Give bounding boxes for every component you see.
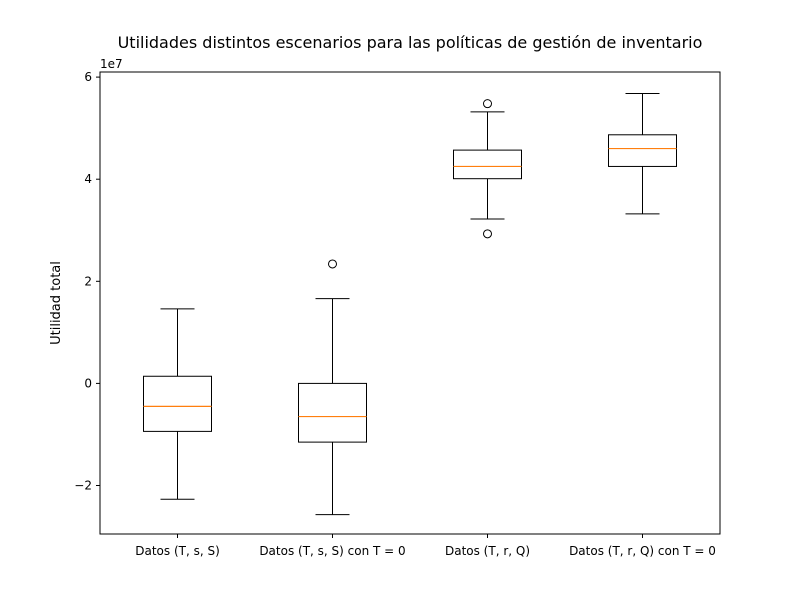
outlier-point (483, 229, 492, 239)
box-plot-item (298, 259, 367, 516)
boxes-group (143, 92, 677, 516)
y-offset-label: 1e7 (100, 57, 123, 71)
x-tick-label: Datos (T, r, Q) con T = 0 (569, 544, 716, 558)
box-iqr (298, 382, 367, 443)
plot-frame (99, 71, 721, 535)
box-iqr (453, 149, 522, 180)
x-axis: Datos (T, s, S) Datos (T, s, S) con T = 0… (135, 534, 716, 558)
box-plot-item (143, 308, 212, 500)
outlier-point (483, 99, 492, 109)
x-tick-label: Datos (T, s, S) con T = 0 (259, 544, 405, 558)
x-tick-label: Datos (T, s, S) (135, 544, 220, 558)
y-tick-label: 6 (84, 70, 92, 84)
chart-title: Utilidades distintos escenarios para las… (118, 33, 703, 52)
box-plot-item (608, 92, 677, 215)
y-tick-label: −2 (74, 479, 92, 493)
y-tick-label: 0 (84, 376, 92, 390)
box-iqr (143, 375, 212, 432)
x-tick-label: Datos (T, r, Q) (445, 544, 530, 558)
box-iqr (608, 134, 677, 167)
y-tick-label: 4 (84, 172, 92, 186)
y-tick-label: 2 (84, 274, 92, 288)
box-plot-item (453, 99, 522, 239)
y-axis: −2 0 2 4 6 (74, 70, 100, 493)
outlier-point (328, 259, 337, 269)
y-axis-label: Utilidad total (49, 261, 64, 345)
